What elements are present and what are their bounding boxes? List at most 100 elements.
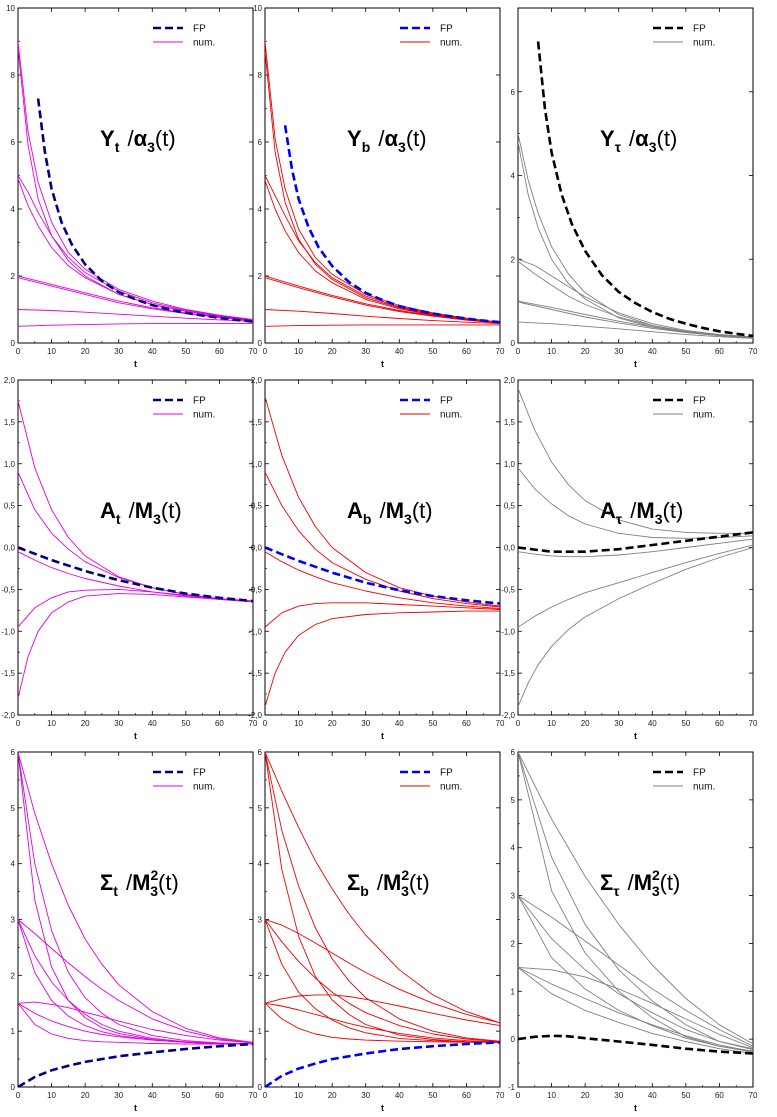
- x-tick-label: 10: [294, 347, 303, 356]
- x-axis-label: t: [634, 1103, 637, 1113]
- legend-fp-label: FP: [193, 768, 206, 779]
- num-series-line: [265, 277, 500, 324]
- x-tick-label: 70: [249, 1091, 258, 1100]
- legend-fp-label: FP: [440, 768, 453, 779]
- panel-title: Yτ /α3(t): [600, 126, 677, 155]
- panel-atau: 0 10 20 30 40 50 60 70 -2,0 -1,5 -1,0 -0,5 0,0 0,5 1,0…: [501, 376, 758, 741]
- num-series-line: [265, 471, 500, 608]
- x-axis-label: t: [134, 1103, 137, 1113]
- y-tick-label: 2,0: [251, 376, 263, 385]
- panel-yt: 0 10 20 30 40 50 60 70 0 2 4 6 8 10 t FP num. Yt /α3(t): [6, 4, 258, 369]
- num-series-line: [265, 919, 500, 1043]
- legend-num-label: num.: [193, 782, 215, 793]
- x-tick-label: 20: [328, 1091, 337, 1100]
- legend-fp-label: FP: [693, 24, 706, 35]
- y-tick-label: 10: [253, 4, 262, 13]
- x-tick-label: 10: [547, 719, 556, 728]
- y-tick-label: 1,5: [504, 418, 516, 427]
- x-tick-label: 40: [148, 1091, 157, 1100]
- legend-num-label: num.: [193, 38, 215, 49]
- num-series-line: [18, 323, 253, 327]
- y-tick-label: 5: [258, 804, 263, 813]
- x-tick-label: 20: [581, 1091, 590, 1100]
- x-tick-label: 10: [547, 347, 556, 356]
- y-tick-label: 6: [511, 748, 516, 757]
- y-tick-label: 0: [511, 339, 516, 348]
- y-tick-label: 0: [11, 1083, 16, 1092]
- panel-sb: 0 10 20 30 40 50 60 70 0 1 2 3 4 5 6 t FP num. Σb /M2 3(t): [258, 748, 505, 1113]
- y-tick-label: -1,0: [248, 627, 262, 636]
- legend-num-label: num.: [693, 410, 715, 421]
- x-tick-label: 0: [263, 347, 268, 356]
- num-series-line: [18, 1002, 253, 1045]
- y-tick-label: -0,5: [1, 585, 15, 594]
- y-tick-label: 0,5: [504, 502, 516, 511]
- y-tick-label: 5: [511, 796, 516, 805]
- x-tick-label: 20: [81, 719, 90, 728]
- y-tick-label: 0: [11, 339, 16, 348]
- x-tick-label: 60: [215, 1091, 224, 1100]
- num-series-line: [18, 1001, 253, 1044]
- x-tick-label: 10: [47, 347, 56, 356]
- panel-title: Aτ /M3(t): [600, 498, 683, 527]
- y-tick-label: 0,0: [504, 544, 516, 553]
- num-series-line: [518, 895, 753, 1051]
- x-tick-label: 70: [749, 719, 758, 728]
- num-series-line: [265, 919, 500, 1024]
- num-series-line: [265, 752, 500, 1024]
- x-tick-label: 20: [581, 347, 590, 356]
- x-tick-label: 60: [215, 719, 224, 728]
- panel-title: Ab /M3(t): [347, 498, 433, 527]
- num-series-line: [518, 300, 753, 339]
- num-series-line: [518, 895, 753, 1047]
- num-series-line: [265, 41, 500, 323]
- num-series-line: [265, 752, 500, 1042]
- num-series-line: [18, 309, 253, 322]
- y-tick-label: 4: [11, 860, 16, 869]
- y-tick-label: 2: [258, 272, 263, 281]
- y-tick-label: 1: [11, 1027, 16, 1036]
- plot-frame: [264, 751, 501, 1088]
- panel-ab: 0 10 20 30 40 50 60 70-2,0-1,5-1,0-0,50,00,51,0…: [248, 376, 505, 741]
- num-series-line: [18, 275, 253, 321]
- num-series-line: [518, 547, 753, 707]
- x-tick-label: 10: [47, 719, 56, 728]
- x-tick-label: 70: [496, 1091, 505, 1100]
- y-tick-label: 0: [511, 1035, 516, 1044]
- x-tick-label: 20: [581, 719, 590, 728]
- num-series-line: [518, 967, 753, 1054]
- legend-fp-label: FP: [193, 396, 206, 407]
- num-series-line: [18, 471, 253, 602]
- y-tick-label: 0,0: [4, 544, 16, 553]
- plot-frame: [17, 379, 254, 716]
- y-tick-label: 1,0: [4, 460, 16, 469]
- panel-title: Στ /M2 3(t): [600, 867, 680, 899]
- x-axis-label: t: [634, 731, 637, 741]
- y-tick-label: 1: [258, 1027, 263, 1036]
- x-tick-label: 50: [181, 347, 190, 356]
- series-group: [518, 388, 753, 707]
- series-group: [518, 752, 753, 1055]
- y-tick-label: 2: [511, 939, 516, 948]
- x-tick-label: 70: [749, 347, 758, 356]
- y-tick-label: 3: [258, 916, 263, 925]
- x-tick-label: 50: [681, 719, 690, 728]
- fp-series-line: [283, 125, 500, 324]
- x-axis-label: t: [381, 1103, 384, 1113]
- x-tick-label: 60: [215, 347, 224, 356]
- panel-yb: 0 10 20 30 40 50 60 70 0 2 4 6 8 10 t FP num. Yb /α3(t): [253, 4, 505, 369]
- x-tick-label: 70: [496, 719, 505, 728]
- fp-series-line: [18, 546, 253, 603]
- fp-series-line: [265, 546, 500, 605]
- y-tick-label: 4: [11, 205, 16, 214]
- x-tick-label: 10: [47, 1091, 56, 1100]
- x-axis-label: t: [381, 359, 384, 369]
- y-tick-label: -1,5: [501, 669, 515, 678]
- y-tick-label: 2,0: [4, 376, 16, 385]
- series-group: [18, 752, 253, 1087]
- x-tick-label: 70: [749, 1091, 758, 1100]
- num-series-line: [518, 752, 753, 1050]
- panel-at: 0 10 20 30 40 50 60 70 -2,0 -1,5 -1,0 -0,5 0,0 0,5 1,0…: [1, 376, 258, 741]
